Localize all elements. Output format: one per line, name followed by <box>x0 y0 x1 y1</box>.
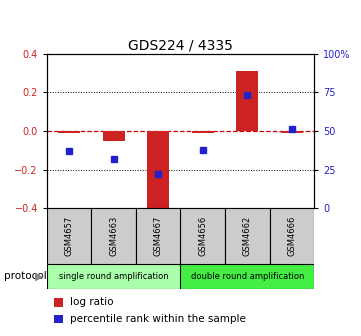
Bar <box>270 208 314 264</box>
Bar <box>136 208 180 264</box>
Bar <box>47 208 91 264</box>
Bar <box>58 131 80 133</box>
Bar <box>147 131 169 212</box>
Text: GSM4662: GSM4662 <box>243 216 252 256</box>
Text: protocol: protocol <box>4 271 46 281</box>
Bar <box>180 264 314 289</box>
Bar <box>47 264 180 289</box>
Text: GSM4663: GSM4663 <box>109 216 118 256</box>
Text: single round amplification: single round amplification <box>59 272 169 281</box>
Text: ▶: ▶ <box>35 271 43 281</box>
Bar <box>91 208 136 264</box>
Bar <box>225 208 270 264</box>
Bar <box>280 131 303 133</box>
Text: GSM4666: GSM4666 <box>287 216 296 256</box>
Bar <box>192 131 214 133</box>
Bar <box>103 131 125 141</box>
Text: GSM4657: GSM4657 <box>65 216 74 256</box>
Text: percentile rank within the sample: percentile rank within the sample <box>70 314 246 324</box>
Text: double round amplification: double round amplification <box>191 272 304 281</box>
Text: GSM4667: GSM4667 <box>154 216 163 256</box>
Text: GSM4656: GSM4656 <box>198 216 207 256</box>
Text: log ratio: log ratio <box>70 297 114 307</box>
Bar <box>180 208 225 264</box>
Title: GDS224 / 4335: GDS224 / 4335 <box>128 39 233 53</box>
Bar <box>236 71 258 131</box>
